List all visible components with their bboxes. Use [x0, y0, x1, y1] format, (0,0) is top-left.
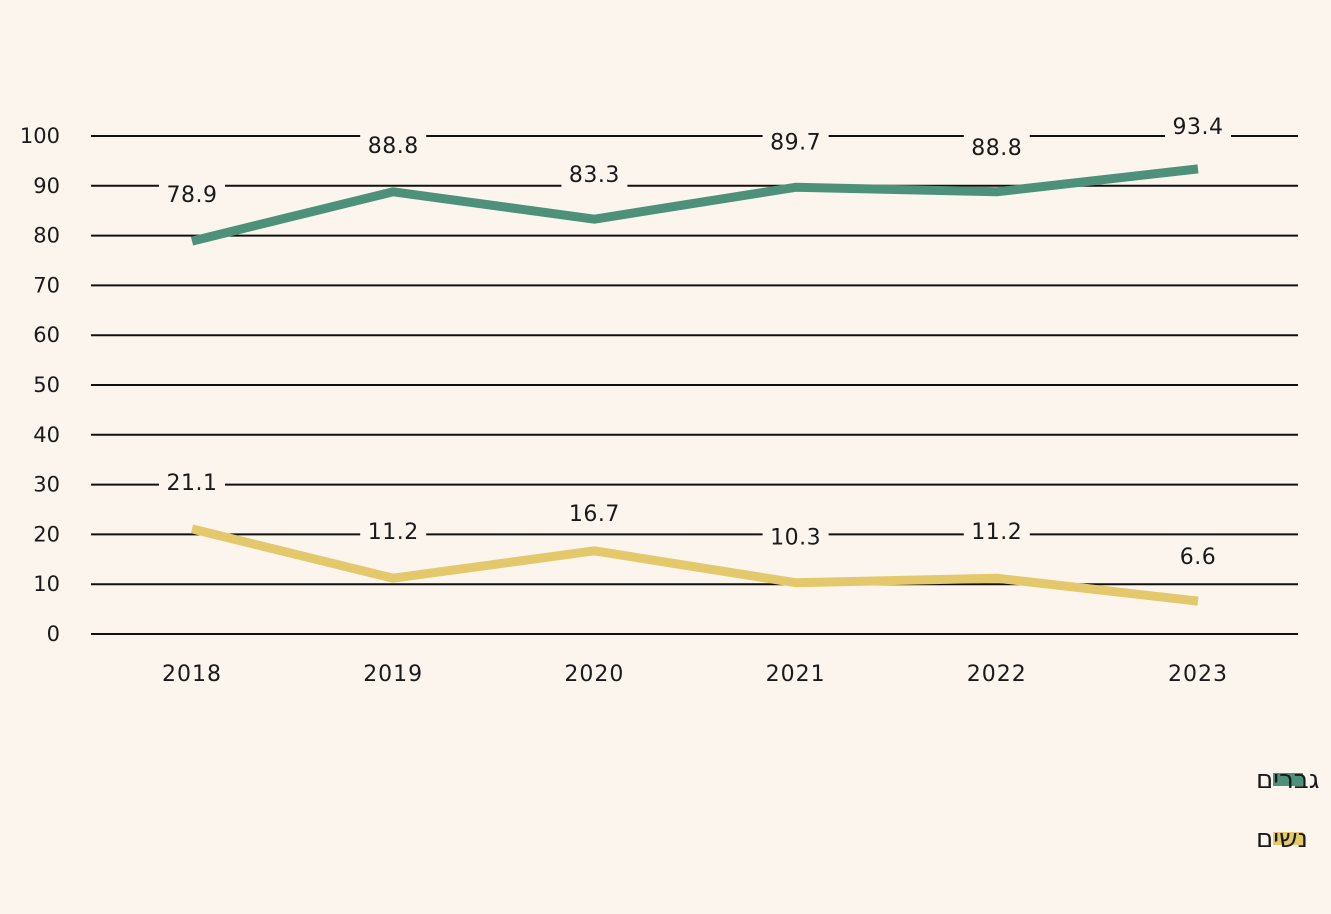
- data-label: 88.8: [368, 134, 419, 159]
- y-tick-label: 50: [33, 373, 60, 397]
- data-label: 83.3: [569, 163, 620, 188]
- legend-label: נשים: [1256, 824, 1308, 854]
- x-tick-label: 2021: [766, 662, 826, 687]
- y-tick-label: 10: [33, 572, 60, 596]
- data-label: 21.1: [167, 471, 218, 496]
- x-axis-ticks: 2018 2019 2020 2021 2022 2023: [162, 662, 1228, 687]
- data-label-bg: [561, 161, 628, 188]
- data-label: 88.8: [971, 136, 1022, 161]
- legend: גברים נשים: [1256, 765, 1320, 854]
- y-tick-label: 20: [33, 522, 60, 546]
- data-label: 6.6: [1180, 545, 1217, 570]
- data-label-bg: [762, 523, 829, 550]
- y-tick-label: 0: [47, 622, 60, 646]
- series-line: [190, 164, 1199, 246]
- x-tick-label: 2023: [1168, 662, 1228, 687]
- data-label: 78.9: [167, 183, 218, 208]
- data-label-bg: [561, 499, 628, 526]
- x-tick-label: 2018: [162, 662, 222, 687]
- data-labels: 78.9 88.8 83.3 89.7 88.8 93.4 21.1 11.2 16.7 10.3…: [159, 112, 1231, 570]
- y-tick-label: 30: [33, 473, 60, 497]
- data-label-bg: [963, 133, 1030, 160]
- data-label-bg: [762, 128, 829, 155]
- series-lines: [190, 164, 1199, 606]
- data-label: 93.4: [1173, 115, 1224, 140]
- data-label: 11.2: [971, 520, 1022, 545]
- y-tick-label: 90: [33, 174, 60, 198]
- y-tick-label: 70: [33, 273, 60, 297]
- x-tick-label: 2022: [967, 662, 1027, 687]
- y-axis-ticks: 0 10 20 30 40 50 60 70 80 90 100: [20, 124, 60, 646]
- data-label-bg: [159, 181, 225, 208]
- x-tick-label: 2020: [564, 662, 624, 687]
- data-label-bg: [360, 131, 427, 158]
- y-tick-label: 60: [33, 323, 60, 347]
- data-label-bg: [963, 518, 1030, 545]
- y-tick-label: 100: [20, 124, 60, 148]
- x-tick-label: 2019: [363, 662, 423, 687]
- legend-swatch: [1273, 773, 1303, 786]
- data-label-bg: [159, 468, 225, 495]
- data-label-bg: [1165, 112, 1231, 139]
- legend-swatch: [1273, 832, 1303, 845]
- data-label: 89.7: [770, 130, 821, 155]
- y-tick-label: 40: [33, 423, 60, 447]
- y-tick-label: 80: [33, 224, 60, 248]
- gridlines: [91, 135, 1298, 635]
- data-label: 11.2: [368, 520, 419, 545]
- series-line: [190, 524, 1199, 606]
- data-label: 10.3: [770, 526, 821, 551]
- legend-label: גברים: [1256, 765, 1320, 795]
- data-label-bg: [1171, 543, 1225, 570]
- data-label-bg: [360, 518, 427, 545]
- data-label: 16.7: [569, 502, 620, 527]
